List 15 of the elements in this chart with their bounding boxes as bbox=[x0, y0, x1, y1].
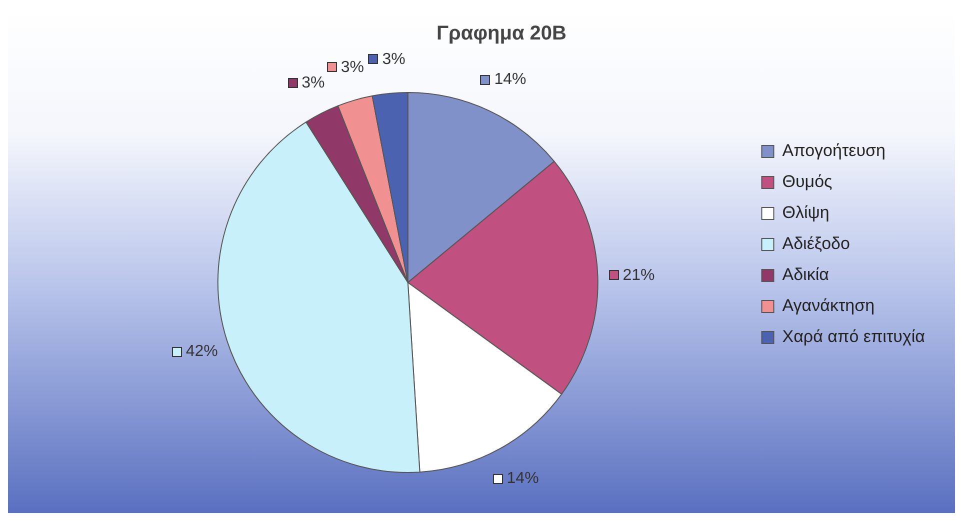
chart-title: Γραφημα 20Β bbox=[436, 22, 566, 45]
legend-label: Αδιέξοδο bbox=[782, 234, 850, 254]
legend-label: Χαρά από επιτυχία bbox=[782, 327, 926, 346]
legend-label: Αδικία bbox=[782, 265, 830, 284]
data-label: 3% bbox=[340, 58, 364, 76]
legend-label: Θυμός bbox=[782, 172, 832, 192]
legend-label: Θλίψη bbox=[782, 203, 830, 222]
data-label: 42% bbox=[186, 343, 218, 360]
data-label: 14% bbox=[494, 71, 526, 88]
legend-label: Αγανάκτηση bbox=[782, 296, 875, 316]
data-label: 21% bbox=[622, 266, 655, 284]
data-label: 14% bbox=[506, 470, 539, 488]
data-label: 3% bbox=[382, 50, 406, 68]
legend-label: Απογοήτευση bbox=[782, 141, 886, 160]
data-label: 3% bbox=[302, 74, 325, 92]
